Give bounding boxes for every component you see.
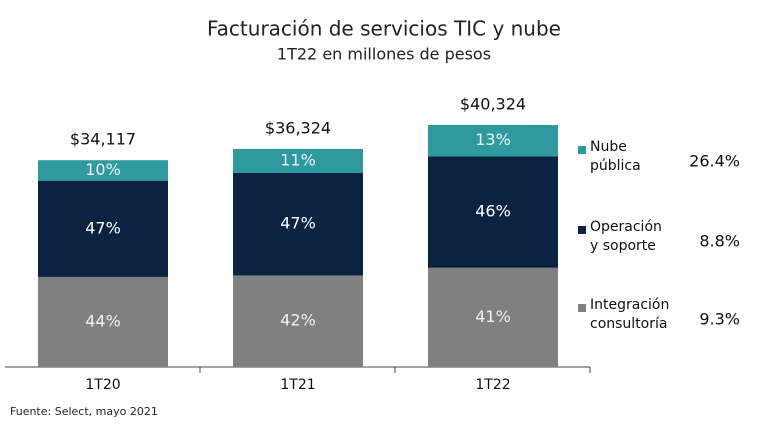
growth-label: 9.3%: [699, 310, 740, 329]
bar-segment: [233, 172, 363, 276]
value-label: 47%: [85, 218, 121, 237]
value-label: 13%: [475, 130, 511, 149]
x-tick-label: 1T21: [280, 377, 315, 393]
bar-segment: [38, 180, 168, 277]
bar-segment: [38, 276, 168, 367]
x-tick-label: 1T22: [475, 377, 510, 393]
legend-swatch: [578, 304, 586, 312]
total-label: $40,324: [460, 95, 526, 114]
bar-segment: [233, 275, 363, 367]
bar-segment: [38, 160, 168, 181]
value-label: 11%: [280, 150, 316, 169]
legend-label: Nube pública: [590, 139, 641, 174]
value-label: 10%: [85, 160, 121, 179]
chart-title: Facturación de servicios TIC y nube: [207, 17, 561, 41]
total-label: $36,324: [265, 119, 331, 138]
legend-swatch: [578, 226, 586, 234]
growth-label: 26.4%: [689, 152, 740, 171]
value-label: 44%: [85, 311, 121, 330]
bar-segment: [428, 125, 558, 157]
bar-segment: [428, 156, 558, 268]
legend-swatch: [578, 146, 586, 154]
x-tick-label: 1T20: [85, 377, 120, 393]
bar-segment: [428, 267, 558, 367]
legend-label: Operación y soporte: [590, 219, 662, 254]
value-label: 46%: [475, 202, 511, 221]
total-label: $34,117: [70, 130, 136, 149]
growth-label: 8.8%: [699, 232, 740, 251]
bar-segment: [233, 149, 363, 173]
value-label: 42%: [280, 311, 316, 330]
legend-label: Integración consultoría: [590, 297, 670, 332]
value-label: 41%: [475, 307, 511, 326]
source: Fuente: Select, mayo 2021: [10, 405, 158, 418]
value-label: 47%: [280, 214, 316, 233]
chart-subtitle: 1T22 en millones de pesos: [277, 45, 491, 64]
